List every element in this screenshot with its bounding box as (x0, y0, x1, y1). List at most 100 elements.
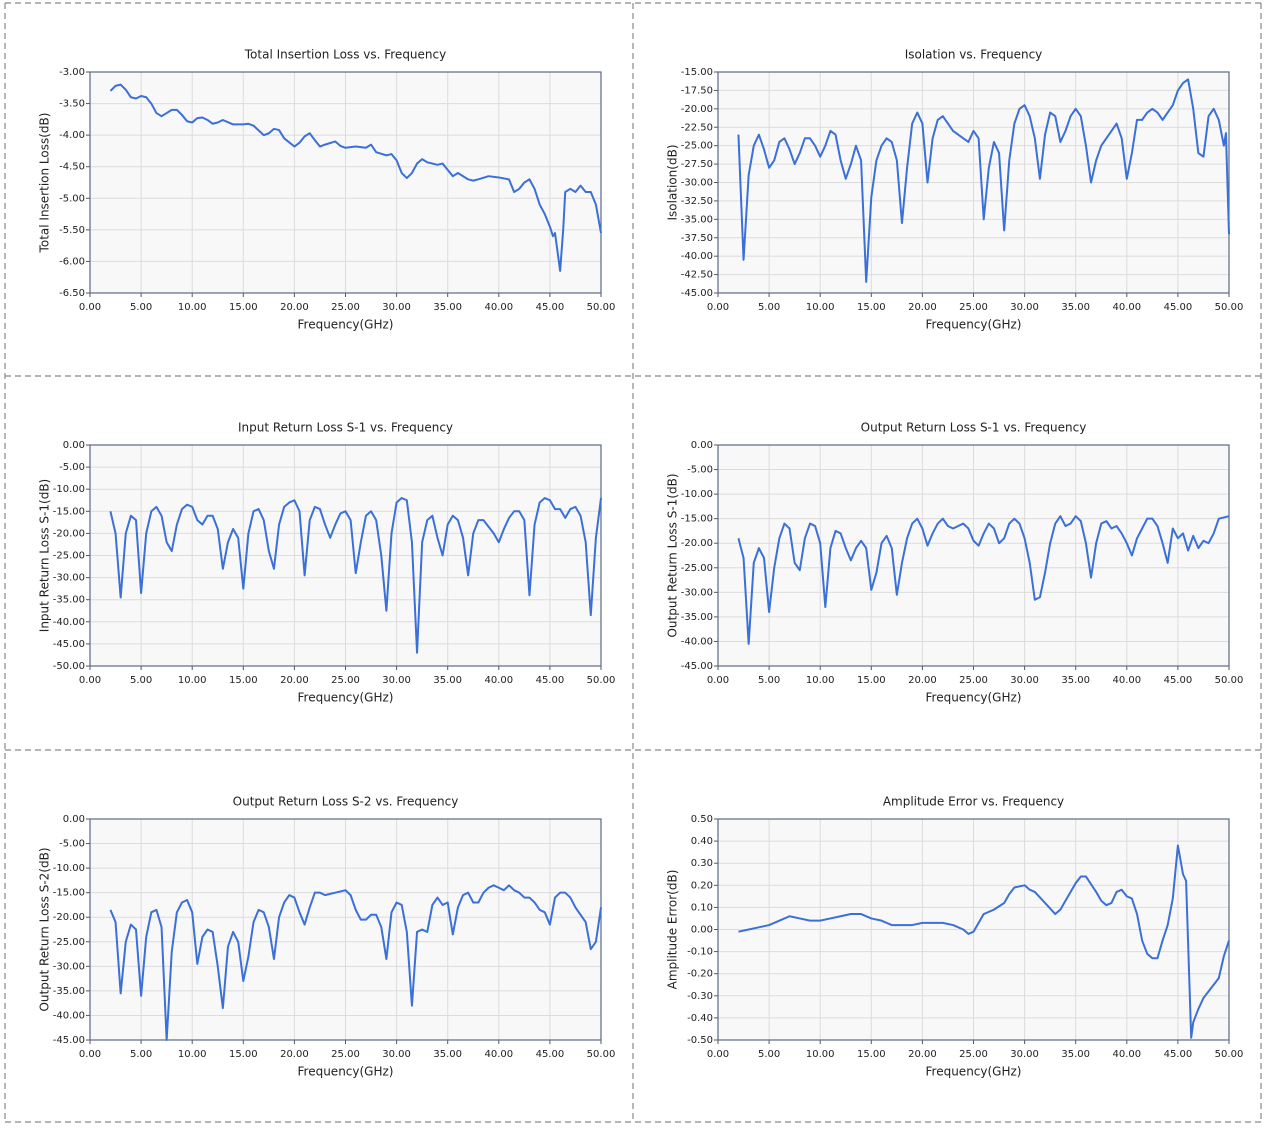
x-tick-label: 45.00 (536, 302, 565, 313)
x-tick-label: 50.00 (587, 675, 616, 686)
x-tick-label: 35.00 (433, 675, 462, 686)
y-tick-label: -17.50 (681, 85, 713, 96)
data-line (109, 83, 602, 272)
y-tick-label: -3.00 (59, 67, 85, 78)
y-tick-label: 0.00 (691, 440, 713, 451)
x-tick-label: 15.00 (857, 302, 886, 313)
y-tick-label: -6.50 (59, 288, 85, 299)
y-tick-label: -5.00 (59, 839, 85, 850)
x-tick-label: 45.00 (1164, 675, 1193, 686)
x-tick-label: 25.00 (331, 675, 360, 686)
y-tick-label: -15.00 (681, 67, 713, 78)
y-tick-label: -20.00 (53, 528, 85, 539)
y-tick-label: -30.00 (53, 573, 85, 584)
x-axis-label: Frequency(GHz) (926, 318, 1022, 332)
x-tick-label: 20.00 (908, 1049, 937, 1060)
x-axis-label: Frequency(GHz) (298, 1065, 394, 1079)
x-tick-label: 0.00 (79, 1049, 101, 1060)
y-tick-label: -10.00 (53, 484, 85, 495)
x-tick-label: 5.00 (758, 675, 780, 686)
y-tick-label: -35.00 (53, 595, 85, 606)
x-tick-label: 10.00 (178, 675, 207, 686)
y-tick-label: -25.00 (681, 563, 713, 574)
x-tick-label: 30.00 (1010, 302, 1039, 313)
y-tick-label: -20.00 (681, 104, 713, 115)
x-tick-label: 5.00 (130, 1049, 152, 1060)
y-tick-label: 0.30 (691, 858, 713, 869)
chart: Isolation vs. Frequency 0.00 5.00 10.00 15.0… (666, 48, 1244, 332)
x-tick-label: 25.00 (959, 1049, 988, 1060)
x-tick-label: 15.00 (857, 1049, 886, 1060)
y-tick-label: -35.00 (53, 986, 85, 997)
x-tick-label: 25.00 (331, 1049, 360, 1060)
y-tick-label: -30.00 (53, 961, 85, 972)
y-axis-label: Amplitude Error(dB) (666, 870, 680, 990)
y-tick-label: 0.00 (63, 440, 85, 451)
x-tick-label: 20.00 (280, 675, 309, 686)
y-tick-label: -0.20 (687, 969, 713, 980)
y-tick-label: -20.00 (53, 912, 85, 923)
x-tick-label: 20.00 (280, 302, 309, 313)
y-tick-label: -40.00 (53, 1010, 85, 1021)
x-tick-label: 50.00 (1215, 1049, 1244, 1060)
y-tick-label: -5.00 (59, 193, 85, 204)
y-tick-label: 0.20 (691, 880, 713, 891)
y-tick-label: -22.50 (681, 122, 713, 133)
x-tick-label: 35.00 (1061, 1049, 1090, 1060)
y-tick-label: -27.50 (681, 159, 713, 170)
plot-border (89, 818, 602, 1041)
chart-title: Output Return Loss S-2 vs. Frequency (233, 795, 459, 809)
plot-border (89, 444, 602, 667)
y-tick-label: -0.40 (687, 1013, 713, 1024)
series-group (109, 83, 602, 272)
y-tick-label: -20.00 (681, 538, 713, 549)
x-tick-label: 5.00 (758, 1049, 780, 1060)
chart-title: Output Return Loss S-1 vs. Frequency (861, 421, 1087, 435)
y-tick-label: -30.00 (681, 587, 713, 598)
y-tick-label: -5.00 (59, 462, 85, 473)
x-tick-label: 10.00 (178, 302, 207, 313)
y-axis-label: Output Return Loss S-2(dB) (38, 847, 52, 1011)
x-tick-label: 5.00 (758, 302, 780, 313)
x-tick-label: 30.00 (382, 675, 411, 686)
y-tick-label: -5.50 (59, 225, 85, 236)
x-tick-label: 15.00 (229, 302, 258, 313)
y-tick-label: -37.50 (681, 233, 713, 244)
x-tick-label: 10.00 (806, 1049, 835, 1060)
y-tick-label: -0.50 (687, 1035, 713, 1046)
y-axis-label: Isolation(dB) (666, 144, 680, 220)
x-tick-label: 45.00 (1164, 1049, 1193, 1060)
x-tick-label: 15.00 (229, 675, 258, 686)
x-axis-label: Frequency(GHz) (298, 691, 394, 705)
plot-border (89, 71, 602, 294)
y-tick-label: -25.00 (53, 551, 85, 562)
y-tick-label: -40.00 (53, 617, 85, 628)
x-tick-label: 0.00 (707, 675, 729, 686)
y-tick-label: -45.00 (53, 639, 85, 650)
x-tick-label: 45.00 (536, 675, 565, 686)
y-tick-label: -35.00 (681, 214, 713, 225)
x-tick-label: 5.00 (130, 675, 152, 686)
x-tick-label: 35.00 (1061, 675, 1090, 686)
y-tick-label: -15.00 (681, 514, 713, 525)
y-tick-label: 0.00 (63, 814, 85, 825)
x-tick-label: 0.00 (707, 302, 729, 313)
series-group (737, 78, 1230, 283)
y-tick-label: -0.30 (687, 991, 713, 1002)
series-group (738, 844, 1230, 1039)
y-axis-label: Input Return Loss S-1(dB) (38, 479, 52, 632)
y-tick-label: -4.00 (59, 130, 85, 141)
x-tick-label: 35.00 (1061, 302, 1090, 313)
series-group (109, 884, 602, 1041)
y-tick-label: 0.00 (691, 925, 713, 936)
x-tick-label: 50.00 (1215, 675, 1244, 686)
y-tick-label: -25.00 (53, 937, 85, 948)
x-tick-label: 30.00 (1010, 1049, 1039, 1060)
x-tick-label: 40.00 (1112, 302, 1141, 313)
x-tick-label: 40.00 (1112, 1049, 1141, 1060)
chart: Input Return Loss S-1 vs. Frequency 0.00 5… (38, 421, 616, 705)
series-group (109, 497, 602, 654)
y-tick-label: -40.00 (681, 251, 713, 262)
x-tick-label: 5.00 (130, 302, 152, 313)
